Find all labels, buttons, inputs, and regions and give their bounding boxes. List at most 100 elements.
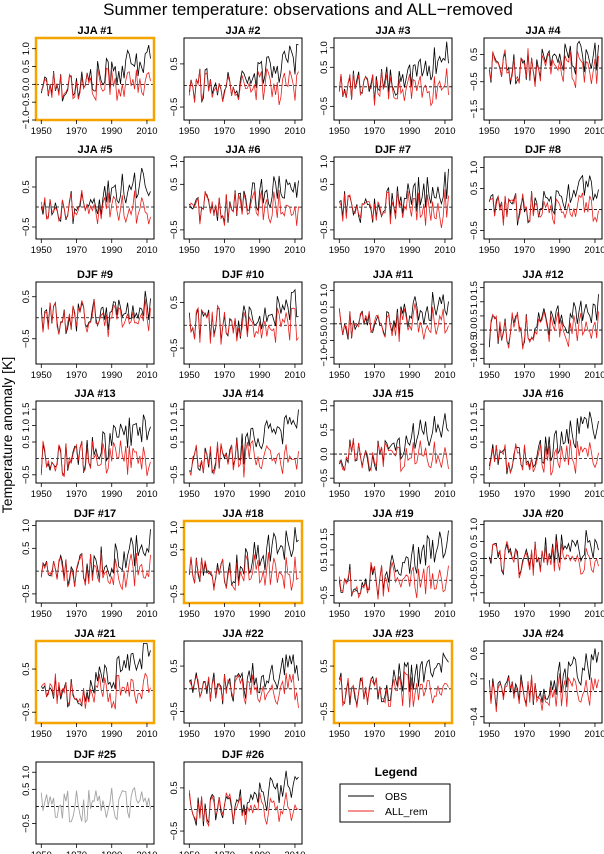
y-tick-label: −0.5 <box>469 566 480 585</box>
x-tick-label: 1990 <box>249 370 270 381</box>
x-tick-label: 1970 <box>514 126 535 137</box>
panel-frame <box>183 37 303 121</box>
series-line-all-rem <box>188 440 299 478</box>
series-line-obs <box>40 414 151 477</box>
x-tick-label: 2010 <box>584 370 604 381</box>
y-tick-label: 0.0 <box>319 317 330 330</box>
y-tick-label: 0.5 <box>21 60 32 73</box>
panel-title-jja-14: JJA #14 <box>222 388 264 400</box>
y-tick-label: 1.0 <box>21 419 32 432</box>
y-tick-label: 0.0 <box>469 323 480 336</box>
y-tick-label: −0.5 <box>319 331 330 350</box>
panel-jja-15: JJA #15 −0.5 0.0 0.5 1.0 1950 1970 1990 2010 <box>319 388 456 500</box>
panel-djf-9: DJF #9 −0.5 0.5 1950 1970 1990 2010 <box>21 269 158 381</box>
y-tick-label: −0.5 <box>21 218 32 237</box>
x-tick-label: 1970 <box>214 245 235 256</box>
x-tick-label: 1950 <box>31 370 52 381</box>
x-tick-label: 1990 <box>101 850 122 854</box>
x-tick-label: 1990 <box>101 126 122 137</box>
legend-box <box>339 783 451 823</box>
x-tick-label: 1970 <box>514 609 535 620</box>
x-tick-label: 1970 <box>66 370 87 381</box>
series-line-obs <box>488 294 599 348</box>
y-tick-label: −0.5 <box>21 585 32 604</box>
panel-frame <box>183 640 303 724</box>
x-tick-label: 2010 <box>284 370 305 381</box>
panel-title-djf-26: DJF #26 <box>222 749 264 761</box>
x-tick-label: 1950 <box>479 370 500 381</box>
x-tick-label: 2010 <box>136 370 157 381</box>
y-tick-label: 1.5 <box>319 528 330 541</box>
series-line-obs <box>339 168 449 223</box>
panel-frame-highlight <box>34 639 156 725</box>
x-tick-label: 1970 <box>214 489 235 500</box>
y-tick-label: 0.5 <box>21 542 32 555</box>
x-tick-label: 1990 <box>549 245 570 256</box>
legend-title: Legend <box>375 765 418 779</box>
y-tick-label: 0.5 <box>319 558 330 571</box>
y-tick-label: 1.5 <box>469 281 480 294</box>
panel-frame <box>183 761 303 845</box>
y-tick-label: 0.5 <box>469 435 480 448</box>
panel-title-djf-25: DJF #25 <box>74 749 116 761</box>
x-tick-label: 1990 <box>101 489 122 500</box>
panel-title-jja-11: JJA #11 <box>373 269 414 281</box>
series-line-obs <box>188 527 299 588</box>
x-tick-label: 1970 <box>66 126 87 137</box>
series-line-obs <box>338 530 449 597</box>
y-tick-label: −1.0 <box>21 111 32 130</box>
series-line-all-rem <box>488 48 599 88</box>
series-line-all-rem <box>488 673 599 713</box>
panel-jja-22: JJA #22 −0.5 0.5 1950 1970 1990 2010 <box>169 628 306 740</box>
panel-title-jja-5: JJA #5 <box>77 144 112 156</box>
y-tick-label: −0.5 <box>319 586 330 605</box>
series-line-obs <box>188 654 299 705</box>
x-tick-label: 1950 <box>31 126 52 137</box>
y-tick-label: 1.0 <box>319 399 330 412</box>
panel-jja-19: JJA #19 −0.5 0.5 1.0 1.5 1950 1970 1990 2010 <box>319 508 456 620</box>
panel-title-jja-23: JJA #23 <box>372 628 413 640</box>
panel-jja-1: JJA #1 −1.0−0.5 0.0 0.5 1.0 1950 1970 1990 2010 <box>21 25 158 137</box>
x-tick-label: 2010 <box>284 126 305 137</box>
x-tick-label: 1950 <box>179 729 200 740</box>
y-tick-label: −0.5 <box>319 702 330 721</box>
x-tick-label: 1990 <box>399 126 420 137</box>
x-tick-label: 1970 <box>214 609 235 620</box>
x-tick-label: 1950 <box>479 126 500 137</box>
x-tick-label: 1990 <box>101 609 122 620</box>
panel-jja-2: JJA #2 −0.5 0.5 1950 1970 1990 2010 <box>169 25 306 137</box>
series-line-all-rem <box>40 672 151 710</box>
y-tick-label: 1.5 <box>169 403 180 416</box>
y-tick-label: 1.0 <box>169 521 180 534</box>
y-tick-label: 1.0 <box>169 155 180 168</box>
x-tick-label: 1990 <box>399 489 420 500</box>
series-line-obs <box>488 411 599 475</box>
series-line-obs <box>338 291 449 340</box>
panel-frame <box>333 281 453 365</box>
series-line-all-rem <box>40 440 151 478</box>
x-tick-label: 1970 <box>214 850 235 854</box>
y-tick-label: −0.5 <box>169 221 180 240</box>
series-line-all-rem <box>488 439 599 476</box>
x-tick-label: 1990 <box>399 245 420 256</box>
y-tick-label: −1.0 <box>319 348 330 367</box>
y-tick-label: −0.5 <box>469 72 480 91</box>
y-tick-label: 1.0 <box>21 766 32 779</box>
x-tick-label: 1990 <box>101 729 122 740</box>
y-tick-label: 0.5 <box>169 543 180 556</box>
x-tick-label: 1950 <box>479 245 500 256</box>
series-line-all-rem <box>489 540 599 579</box>
y-tick-label: 1.5 <box>21 403 32 416</box>
y-tick-label: 0.5 <box>319 423 330 436</box>
panel-frame <box>483 520 603 604</box>
x-tick-label: 2010 <box>284 489 305 500</box>
y-tick-label: −0.5 <box>469 335 480 354</box>
x-tick-label: 2010 <box>584 609 604 620</box>
y-tick-label: 1.0 <box>169 419 180 432</box>
y-tick-label: 0.5 <box>319 659 330 672</box>
y-tick-label: −0.5 <box>21 93 32 112</box>
series-line-obs <box>40 643 151 708</box>
series-line-all-rem <box>40 298 151 337</box>
x-tick-label: 1970 <box>66 609 87 620</box>
